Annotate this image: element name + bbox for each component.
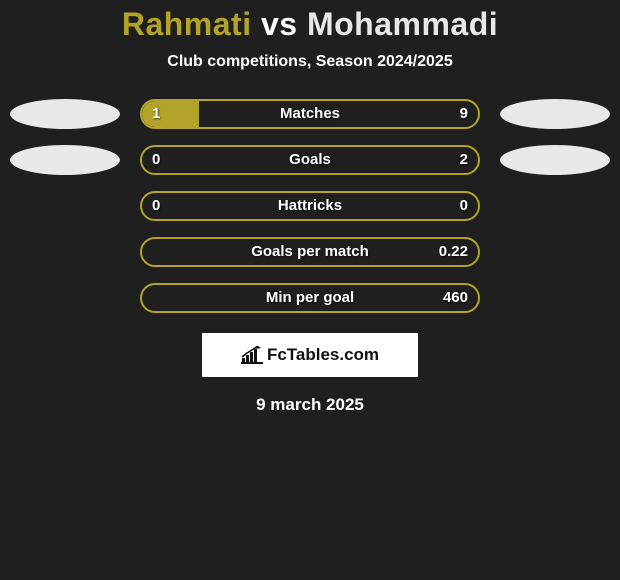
- stat-label: Matches: [142, 101, 478, 127]
- player2-oval: [500, 99, 610, 129]
- player1-oval: [10, 99, 120, 129]
- stat-label: Min per goal: [142, 285, 478, 311]
- player1-oval: [10, 145, 120, 175]
- stat-row: 00Hattricks: [0, 191, 620, 221]
- title-player2: Mohammadi: [307, 6, 498, 42]
- stat-bar: 19Matches: [140, 99, 480, 129]
- title-vs: vs: [261, 6, 298, 42]
- subtitle: Club competitions, Season 2024/2025: [0, 53, 620, 71]
- stat-bar: 0.22Goals per match: [140, 237, 480, 267]
- stat-bar: 00Hattricks: [140, 191, 480, 221]
- chart-up-icon: [241, 346, 263, 364]
- stat-row: 0.22Goals per match: [0, 237, 620, 267]
- stat-bar: 460Min per goal: [140, 283, 480, 313]
- brand-badge: FcTables.com: [202, 333, 418, 377]
- date-label: 9 march 2025: [0, 395, 620, 415]
- stat-bar: 02Goals: [140, 145, 480, 175]
- title-player1: Rahmati: [122, 6, 252, 42]
- stat-label: Goals: [142, 147, 478, 173]
- stat-label: Hattricks: [142, 193, 478, 219]
- stat-row: 460Min per goal: [0, 283, 620, 313]
- stat-rows: 19Matches 02Goals 00Hattricks 0.22Goals per…: [0, 99, 620, 313]
- player2-oval: [500, 145, 610, 175]
- stat-label: Goals per match: [142, 239, 478, 265]
- stat-row: 19Matches: [0, 99, 620, 129]
- comparison-infographic: Rahmati vs Mohammadi Club competitions, …: [0, 0, 620, 415]
- brand-text: FcTables.com: [267, 345, 379, 365]
- page-title: Rahmati vs Mohammadi: [0, 6, 620, 43]
- stat-row: 02Goals: [0, 145, 620, 175]
